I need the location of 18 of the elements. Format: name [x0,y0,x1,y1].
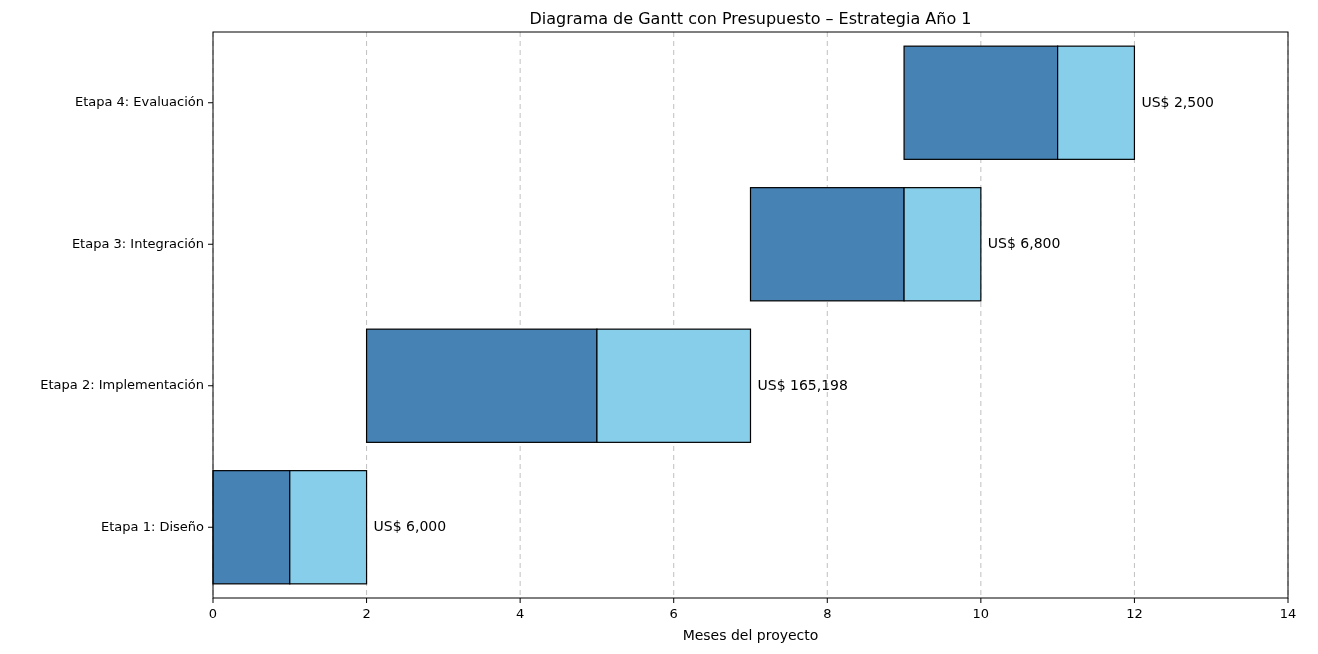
y-tick-label: Etapa 3: Integración [71,235,204,251]
x-axis-title: Meses del proyecto [682,627,819,643]
x-tick-label: 12 [1126,606,1143,621]
x-tick-label: 2 [362,606,371,621]
y-tick-label: Etapa 4: Evaluación [74,94,204,110]
x-tick-label: 0 [208,606,218,621]
y-tick-label: Etapa 2: Implementación [40,377,204,393]
x-tick-label: 10 [972,606,990,621]
x-tick-label: 8 [823,606,832,621]
annotation: US$ 2,500 [1141,93,1215,110]
annotation: US$ 165,198 [757,376,848,393]
y-tick-label: Etapa 1: Diseño [101,518,205,534]
x-tick-label: 4 [516,606,525,621]
annotation: US$ 6,800 [987,235,1061,252]
x-tick-label: 14 [1279,606,1297,621]
annotation: US$ 6,000 [373,518,447,535]
x-tick-label: 6 [669,606,678,621]
chart-title: Diagrama de Gantt con Presupuesto – Estrategia Año 1 [529,9,972,28]
